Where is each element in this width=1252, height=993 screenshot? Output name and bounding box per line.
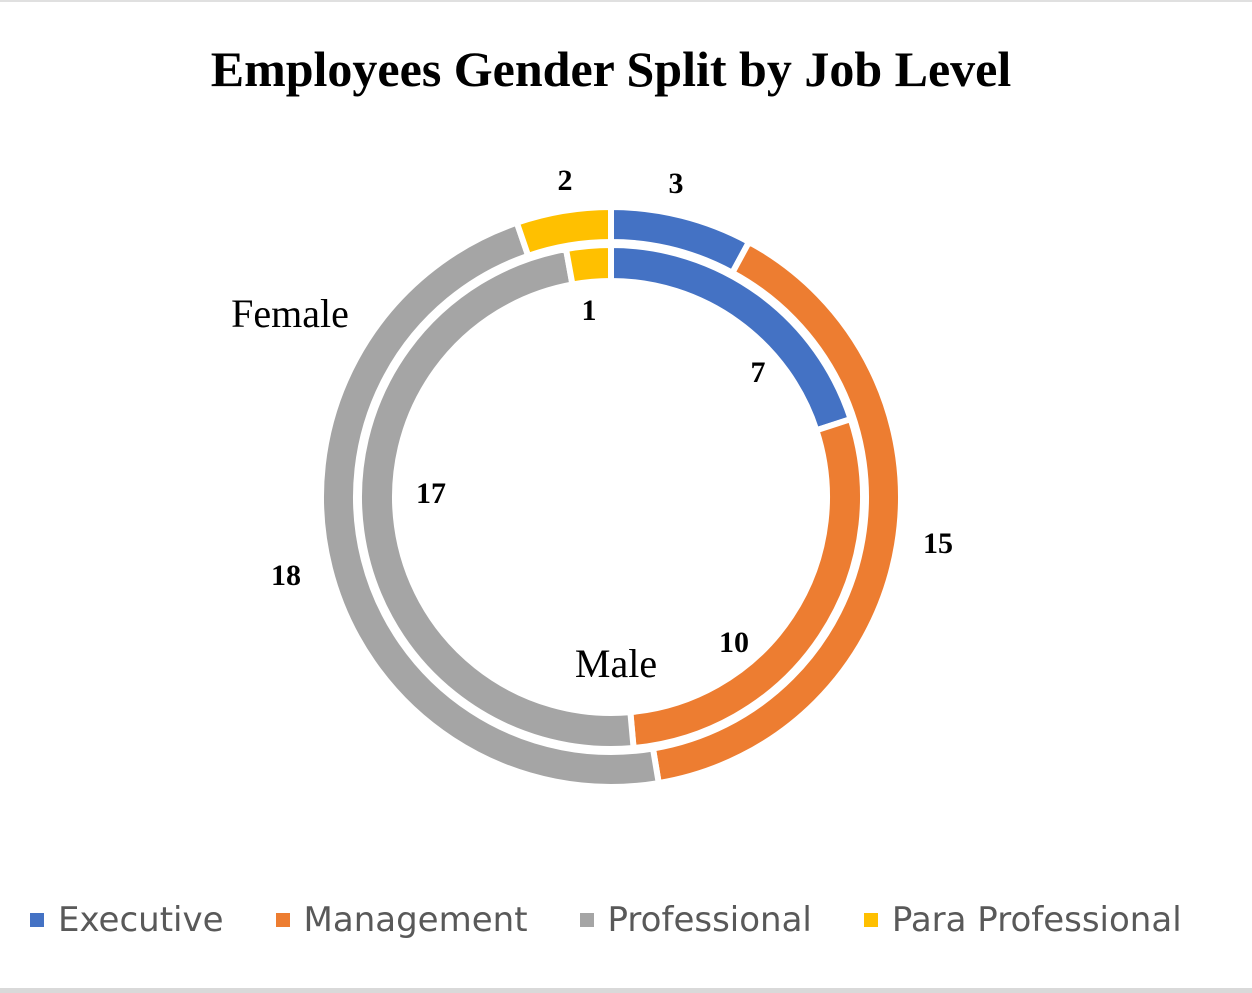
data-label: 1 bbox=[582, 294, 597, 327]
data-labels: 7 10 17 1 3 15 18 2 bbox=[271, 164, 953, 659]
legend-swatch-executive bbox=[30, 913, 44, 927]
legend-label: Management bbox=[303, 900, 528, 940]
rings bbox=[318, 203, 904, 790]
legend-label: Professional bbox=[607, 900, 812, 940]
male-professional-segment[interactable] bbox=[356, 245, 637, 752]
male-para-professional-segment[interactable] bbox=[562, 241, 614, 288]
legend-item-executive[interactable]: Executive bbox=[30, 900, 224, 940]
data-label: 3 bbox=[669, 167, 684, 200]
legend: Executive Management Professional Para P… bbox=[30, 900, 1234, 940]
bottom-border bbox=[0, 988, 1252, 993]
data-label: 7 bbox=[751, 356, 766, 389]
male-management-segment[interactable] bbox=[627, 415, 866, 752]
legend-swatch-management bbox=[275, 913, 290, 927]
female-para-professional-segment[interactable] bbox=[513, 203, 614, 260]
legend-label: Para Professional bbox=[891, 900, 1182, 940]
data-label: 2 bbox=[558, 164, 573, 197]
data-label: 18 bbox=[271, 559, 301, 592]
chart-title: Employees Gender Split by Job Level bbox=[210, 41, 1012, 97]
data-label: 10 bbox=[719, 626, 749, 659]
legend-swatch-professional bbox=[579, 913, 594, 927]
legend-label: Executive bbox=[58, 900, 224, 940]
data-label: 17 bbox=[416, 477, 446, 510]
legend-item-management[interactable]: Management bbox=[275, 900, 528, 940]
legend-item-para-professional[interactable]: Para Professional bbox=[863, 900, 1182, 940]
legend-swatch-para-professional bbox=[863, 913, 878, 927]
series-label-male: Male bbox=[575, 641, 657, 686]
legend-item-professional[interactable]: Professional bbox=[579, 900, 812, 940]
series-label-female: Female bbox=[231, 291, 349, 336]
data-label: 15 bbox=[923, 527, 953, 560]
top-border bbox=[0, 0, 1252, 2]
